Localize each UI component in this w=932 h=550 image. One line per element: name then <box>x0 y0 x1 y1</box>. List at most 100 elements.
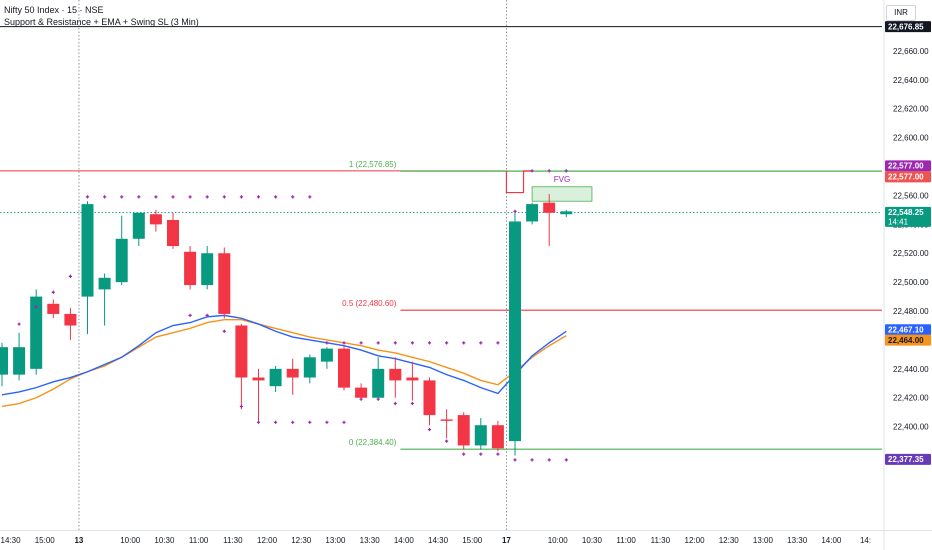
ema-orange-line <box>1 319 567 408</box>
x-tick-label: 11:00 <box>616 536 636 545</box>
price-tag-label: 22,377.35 <box>888 455 924 464</box>
candle-body <box>167 220 179 247</box>
swing-low-marker <box>291 420 295 424</box>
price-tag-label: 22,464.00 <box>888 336 924 345</box>
swing-low-marker <box>188 313 192 317</box>
swing-high-marker <box>410 341 414 345</box>
candle-body <box>509 221 521 442</box>
price-tag-label: 22,577.00 <box>888 162 924 171</box>
price-tag <box>885 453 931 465</box>
price-tag <box>885 171 931 183</box>
candle-body <box>218 253 231 314</box>
ema-blue-line <box>1 314 567 396</box>
currency-button[interactable]: INR <box>886 5 916 21</box>
x-tick-label: 15:00 <box>35 536 56 545</box>
candle-body <box>423 380 436 416</box>
candle-body <box>320 348 333 362</box>
swing-high-marker <box>239 195 243 199</box>
x-tick-label: 10:30 <box>582 536 603 545</box>
swing-high-marker <box>530 169 534 173</box>
swing-high-marker <box>120 195 124 199</box>
candle-body <box>286 368 299 378</box>
candle-body <box>440 419 453 421</box>
candle-body <box>338 348 350 388</box>
fib-level-label: 1 (22,576.85) <box>349 160 397 169</box>
candle-body <box>355 387 368 398</box>
swing-high-marker <box>188 195 192 199</box>
candle-body <box>526 204 539 222</box>
price-tag <box>885 206 931 227</box>
swing-low-marker <box>564 458 568 462</box>
x-tick-label: 12:30 <box>291 536 312 545</box>
candle-body <box>132 212 145 239</box>
price-tag <box>885 334 931 346</box>
swing-high-marker <box>462 341 466 345</box>
swing-low-marker <box>547 458 551 462</box>
swing-high-marker <box>17 322 21 326</box>
x-tick-label: 14: <box>860 536 871 545</box>
plot-area: 1 (22,576.85) 0.5 (22,480.60) 0 (22,384.40… <box>0 0 882 530</box>
swing-high-marker <box>274 195 278 199</box>
candle-body <box>115 238 128 283</box>
swing-high-marker <box>359 341 363 345</box>
candle-body <box>13 347 26 375</box>
candle-body <box>406 377 419 381</box>
swing-low-marker <box>256 420 261 424</box>
swing-low-marker <box>530 458 534 462</box>
swing-high-marker <box>342 341 346 345</box>
indicator-name[interactable]: Support & Resistance + EMA + Swing SL (3… <box>4 17 199 27</box>
swing-high-marker <box>154 195 158 199</box>
y-tick-label: 22,560.00 <box>893 191 929 200</box>
swing-high-marker <box>291 195 295 199</box>
x-tick-label: 11:30 <box>223 536 243 545</box>
price-tag <box>885 160 931 172</box>
swing-low-marker <box>393 401 397 406</box>
swing-high-marker <box>376 341 380 345</box>
swing-high-marker <box>547 169 551 173</box>
x-tick-label: 13:00 <box>325 536 346 545</box>
swing-high-marker <box>256 195 261 199</box>
candle-body <box>149 214 162 225</box>
symbol-title[interactable]: Nifty 50 Index · 15 · NSE <box>4 5 104 15</box>
candle-body <box>98 277 111 290</box>
price-tag <box>885 324 931 336</box>
swing-high-marker <box>34 305 38 309</box>
swing-high-marker <box>137 195 141 199</box>
candle-body <box>474 425 487 446</box>
y-tick-label: 22,500.00 <box>893 278 929 287</box>
swing-high-marker <box>393 341 397 345</box>
candle-body <box>560 211 573 215</box>
swing-high-marker <box>308 195 312 199</box>
fib-level-label: 0.5 (22,480.60) <box>342 299 397 308</box>
swing-low-marker <box>462 452 466 456</box>
x-tick-label: 14:30 <box>428 536 449 545</box>
candle-body <box>252 377 265 381</box>
x-tick-label: 11:00 <box>189 536 209 545</box>
y-tick-label: 22,480.00 <box>893 307 929 316</box>
candle-body <box>389 368 402 381</box>
swing-high-marker <box>496 341 500 345</box>
price-tag-countdown: 14:41 <box>888 217 909 226</box>
x-tick-label: 13:30 <box>360 536 381 545</box>
x-tick-label: 14:00 <box>394 536 415 545</box>
candle-body <box>30 296 43 369</box>
swing-low-marker <box>325 420 329 424</box>
swing-high-marker <box>479 341 483 345</box>
candle-body <box>457 415 470 446</box>
swing-low-marker <box>239 404 243 409</box>
candle-body <box>303 357 316 378</box>
y-tick-label: 22,660.00 <box>893 47 929 56</box>
price-tag <box>885 21 931 33</box>
swing-low-marker <box>205 313 209 317</box>
swing-high-marker <box>564 169 568 173</box>
price-tag-label: 22,577.00 <box>888 173 924 182</box>
swing-high-marker <box>205 195 209 199</box>
candle-body <box>269 368 282 387</box>
x-tick-label: 13:30 <box>787 536 808 545</box>
gap-step-line <box>505 170 533 194</box>
x-tick-label: 10:30 <box>154 536 175 545</box>
swing-low-marker <box>445 439 449 443</box>
candle-body <box>372 368 385 398</box>
y-tick-label: 22,440.00 <box>893 365 929 374</box>
